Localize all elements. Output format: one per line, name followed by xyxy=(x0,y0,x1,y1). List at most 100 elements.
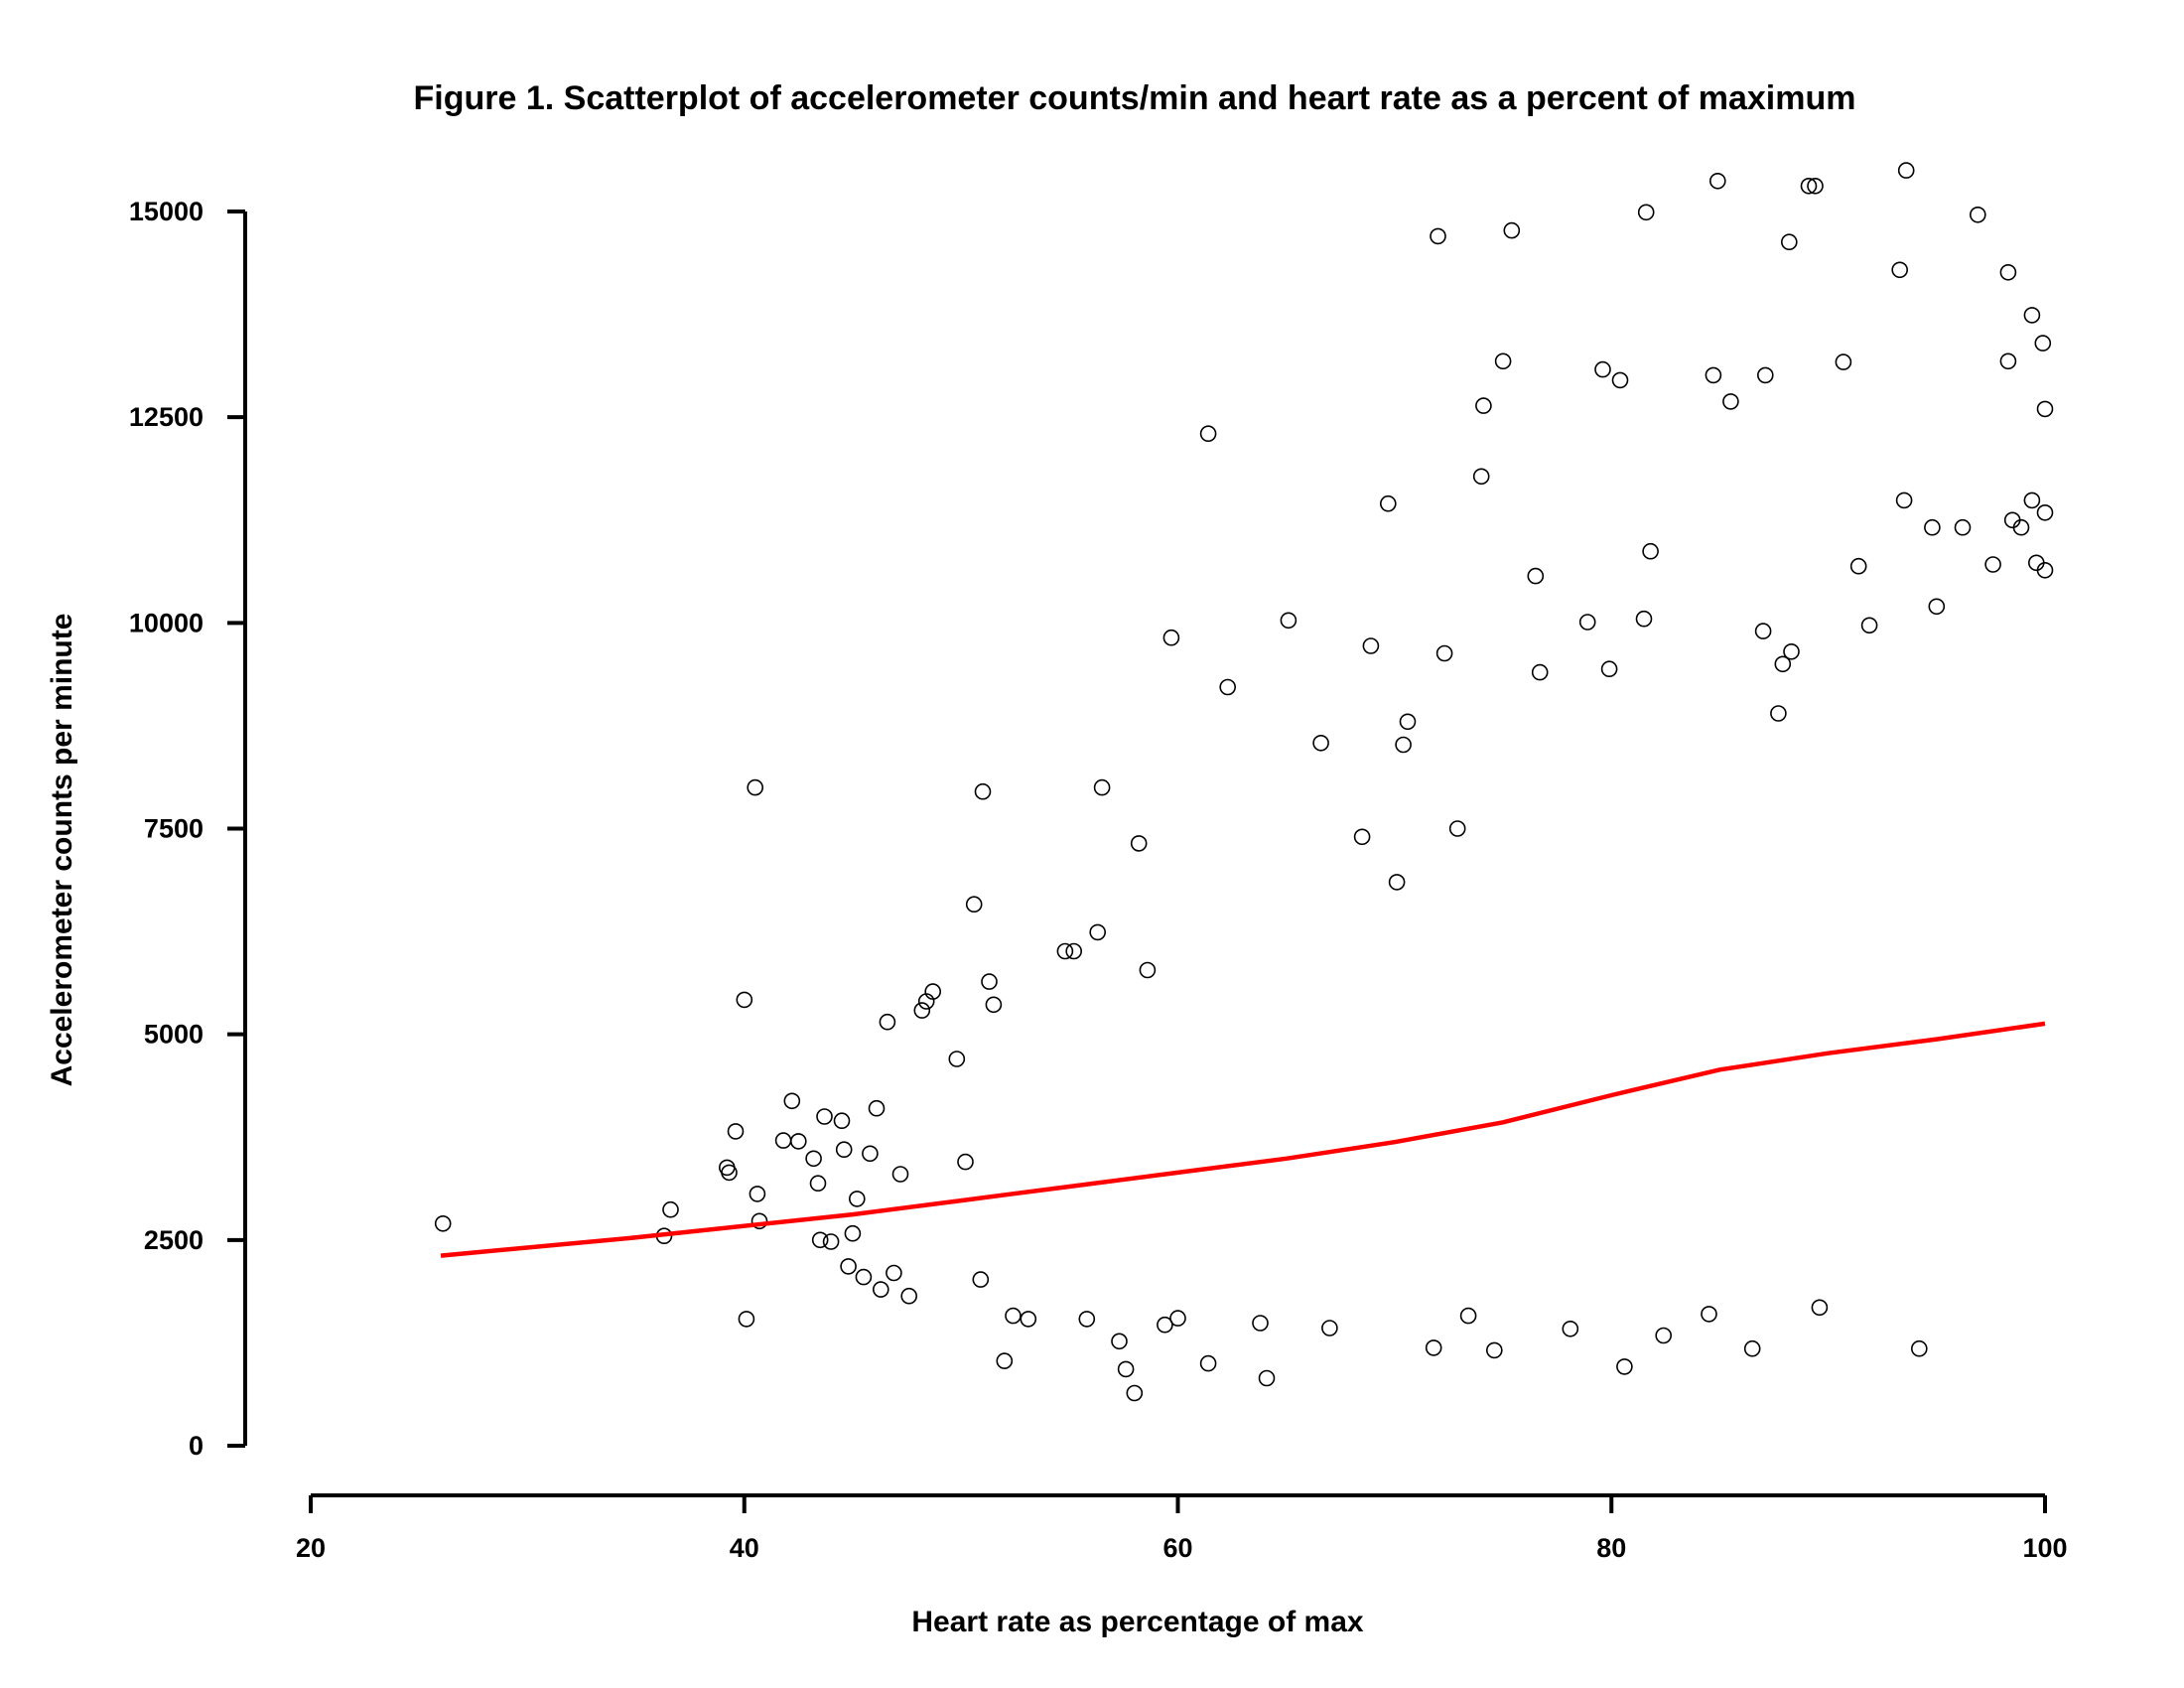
data-point xyxy=(1701,1306,1717,1323)
data-point xyxy=(1860,617,1878,634)
data-point xyxy=(1139,961,1157,979)
data-point xyxy=(1743,1339,1761,1357)
data-point xyxy=(1754,623,1772,639)
data-point xyxy=(1395,736,1412,754)
data-point xyxy=(738,1311,755,1328)
data-point xyxy=(727,1123,745,1140)
data-point xyxy=(844,1224,862,1242)
data-point xyxy=(835,1141,853,1158)
data-point xyxy=(1020,1311,1037,1328)
data-point xyxy=(1199,425,1217,443)
data-point xyxy=(900,1287,918,1305)
data-point xyxy=(1635,610,1653,628)
data-point xyxy=(1093,778,1111,796)
data-point xyxy=(1562,1321,1579,1337)
data-point xyxy=(2023,492,2041,509)
data-point xyxy=(1835,353,1852,370)
data-point xyxy=(1448,820,1466,837)
y-tick-label: 2500 xyxy=(144,1225,204,1255)
data-point xyxy=(985,996,1003,1014)
data-point xyxy=(981,973,998,990)
data-point xyxy=(809,1175,827,1192)
data-point xyxy=(840,1258,857,1275)
data-point xyxy=(1774,655,1792,673)
smoothed-trend-line xyxy=(440,1021,2046,1258)
data-point xyxy=(1089,923,1106,941)
data-point xyxy=(1321,1320,1338,1336)
data-point xyxy=(1897,162,1915,179)
data-point xyxy=(1999,352,2017,370)
data-point xyxy=(434,1215,452,1232)
chart-title: Figure 1. Scatterplot of accelerometer c… xyxy=(414,79,1856,117)
data-point xyxy=(1425,1339,1442,1356)
data-point xyxy=(662,1200,679,1218)
data-point xyxy=(868,1099,886,1117)
data-point xyxy=(1611,371,1629,389)
data-point xyxy=(1475,397,1492,414)
data-point xyxy=(1999,263,2017,281)
data-point xyxy=(1594,360,1611,378)
data-point xyxy=(2036,400,2054,418)
data-point xyxy=(1380,494,1397,512)
data-point xyxy=(1705,366,1722,384)
data-point xyxy=(2023,307,2041,324)
data-point xyxy=(1252,1315,1269,1332)
data-point xyxy=(924,983,942,1000)
data-point xyxy=(1527,567,1545,585)
data-point xyxy=(747,778,764,796)
data-point xyxy=(965,896,983,914)
data-point xyxy=(2034,335,2052,352)
y-tick-label: 0 xyxy=(189,1431,204,1461)
data-point xyxy=(1783,642,1800,660)
data-point xyxy=(736,991,753,1009)
data-point xyxy=(1928,598,1946,616)
data-point xyxy=(1258,1369,1276,1387)
data-point xyxy=(1600,660,1618,678)
data-point xyxy=(1954,518,1972,536)
data-point xyxy=(948,1051,966,1067)
data-point xyxy=(886,1264,902,1282)
data-point xyxy=(1642,542,1659,560)
y-tick-label: 5000 xyxy=(144,1020,204,1050)
data-point xyxy=(1970,207,1986,223)
data-point xyxy=(1895,492,1913,509)
x-axis-label: Heart rate as percentage of max xyxy=(911,1606,1364,1638)
data-point xyxy=(1056,942,1074,960)
data-point xyxy=(1199,1354,1217,1372)
data-point xyxy=(1157,1316,1173,1334)
data-point xyxy=(1219,678,1236,696)
data-point xyxy=(1811,1299,1829,1317)
data-point xyxy=(721,1164,738,1182)
data-point xyxy=(805,1150,822,1168)
data-point xyxy=(848,1191,866,1207)
data-point xyxy=(1503,221,1521,239)
data-point xyxy=(855,1268,873,1286)
data-point xyxy=(1849,557,1867,575)
y-tick-label: 10000 xyxy=(129,608,204,637)
data-point xyxy=(1459,1307,1477,1325)
data-point xyxy=(1494,352,1512,370)
data-point xyxy=(872,1281,889,1298)
data-point xyxy=(1162,629,1180,646)
data-point xyxy=(1117,1360,1135,1378)
data-point xyxy=(996,1352,1014,1369)
x-axis-ticks: 20 40 60 80 100 xyxy=(296,1495,2068,1563)
data-point xyxy=(1353,828,1371,846)
data-point xyxy=(1130,835,1148,852)
data-point xyxy=(1435,644,1453,662)
data-point xyxy=(1891,261,1908,279)
data-point xyxy=(811,1231,829,1249)
data-point xyxy=(1709,173,1726,190)
x-tick-label: 20 xyxy=(296,1533,326,1563)
data-point xyxy=(957,1153,974,1171)
data-point xyxy=(789,1133,807,1150)
data-point xyxy=(1924,518,1941,536)
y-tick-label: 15000 xyxy=(129,197,204,226)
data-point xyxy=(2036,503,2054,521)
data-point xyxy=(1111,1333,1128,1350)
data-point xyxy=(1578,614,1596,631)
data-point xyxy=(783,1092,801,1110)
data-point xyxy=(749,1186,766,1202)
data-point xyxy=(1781,233,1798,250)
scatter-points xyxy=(434,162,2054,1402)
